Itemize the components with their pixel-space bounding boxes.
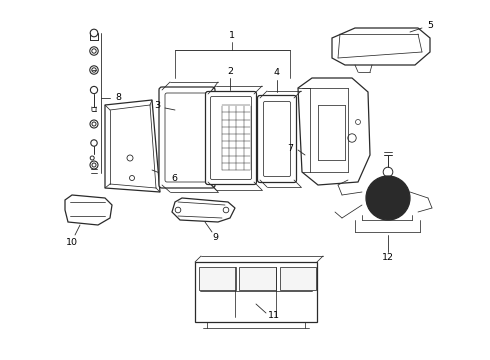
Text: 2: 2 [227, 67, 233, 76]
Text: 1: 1 [229, 31, 235, 40]
Text: 4: 4 [274, 68, 280, 77]
Polygon shape [195, 262, 317, 322]
FancyBboxPatch shape [159, 87, 215, 188]
FancyBboxPatch shape [165, 93, 209, 182]
Text: 9: 9 [212, 234, 218, 243]
Circle shape [366, 176, 410, 220]
Text: 10: 10 [66, 238, 78, 247]
Bar [199, 267, 236, 289]
Text: 11: 11 [268, 311, 280, 320]
Polygon shape [332, 28, 430, 65]
Text: 12: 12 [382, 253, 394, 262]
FancyBboxPatch shape [205, 91, 256, 184]
Bar [239, 267, 276, 289]
Polygon shape [172, 198, 235, 222]
Bar [279, 267, 316, 289]
Polygon shape [65, 195, 112, 225]
FancyBboxPatch shape [258, 95, 296, 183]
Text: 5: 5 [427, 21, 433, 30]
Polygon shape [298, 78, 370, 185]
Text: 8: 8 [115, 94, 121, 103]
Text: 7: 7 [287, 144, 293, 153]
Text: 6: 6 [171, 174, 177, 183]
Text: 3: 3 [154, 100, 160, 109]
